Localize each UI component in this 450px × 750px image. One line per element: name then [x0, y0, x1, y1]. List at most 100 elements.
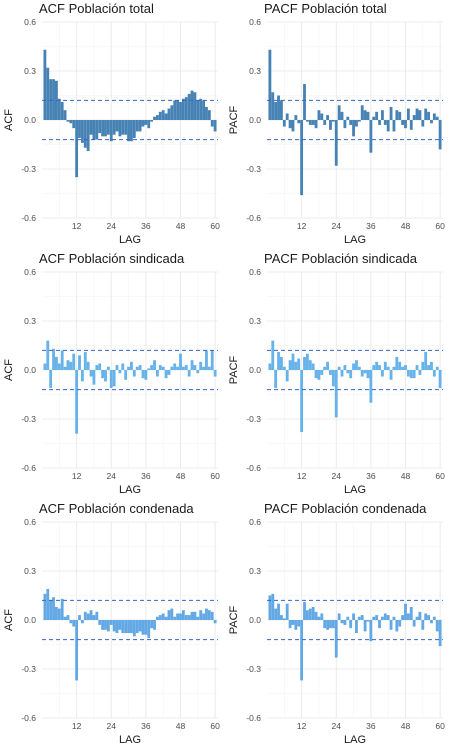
chart-0-bar-lag-12 [75, 120, 79, 178]
chart-2-bar-lag-58 [207, 366, 211, 370]
chart-3-bar-lag-44 [392, 366, 396, 370]
chart-4-bars [43, 588, 217, 681]
chart-0-xtick-label: 36 [141, 221, 151, 231]
chart-1-bar-lag-47 [401, 120, 405, 125]
chart-2-xtick-label: 24 [107, 471, 117, 481]
chart-0-bar-lag-53 [193, 92, 197, 120]
chart-4-bar-lag-45 [170, 608, 174, 620]
chart-2-bar-lag-12 [75, 370, 79, 434]
chart-1-bar-lag-49 [406, 108, 410, 120]
chart-3-xtick-label: 12 [297, 471, 307, 481]
chart-4-bar-lag-17 [89, 610, 93, 620]
chart-2-bar-lag-20 [98, 363, 102, 370]
chart-0-bar-lag-48 [179, 102, 182, 120]
chart-2-bar-lag-51 [187, 370, 191, 377]
chart-4-bar-lag-29 [124, 620, 128, 634]
chart-3-bar-lag-33 [360, 370, 364, 377]
chart-5-bar-lag-47 [401, 615, 405, 620]
chart-5-bar-lag-24 [334, 620, 338, 658]
chart-2-xtick-label: 12 [72, 471, 82, 481]
chart-5-bar-lag-60 [438, 620, 442, 647]
chart-1-bar-lag-53 [418, 110, 422, 120]
chart-3-bar-lag-20 [323, 366, 327, 370]
chart-5-xtick-label: 24 [332, 721, 342, 731]
chart-2-bar-lag-17 [89, 370, 93, 377]
chart-1-bar-lag-18 [317, 110, 321, 120]
chart-0-xtick-label: 12 [72, 221, 82, 231]
chart-1-bar-lag-14 [305, 120, 309, 122]
chart-4-ytick-label: 0.3 [24, 566, 36, 576]
chart-2-bar-lag-18 [92, 370, 96, 385]
chart-3-bar-lag-39 [378, 365, 381, 370]
chart-0-bar-lag-6 [57, 98, 61, 120]
chart-4-bar-lag-55 [199, 610, 203, 620]
chart-0-bar-lag-44 [167, 108, 171, 120]
chart-1-bar-lag-57 [430, 120, 433, 124]
chart-0-bar-lag-9 [66, 120, 70, 122]
chart-2-bar-lag-6 [57, 363, 61, 370]
chart-0-bar-lag-33 [135, 120, 139, 132]
chart-1-bar-lag-7 [285, 113, 289, 120]
chart-3-bar-lag-36 [369, 370, 373, 403]
chart-0-bar-lag-57 [205, 106, 208, 120]
chart-2-bar-lag-54 [196, 370, 200, 374]
chart-5-bar-lag-50 [409, 606, 413, 620]
chart-5-bar-lag-59 [435, 620, 439, 632]
chart-1-bar-lag-13 [303, 84, 306, 120]
chart-5-bar-lag-57 [430, 620, 433, 624]
chart-0-bar-lag-52 [190, 90, 194, 120]
chart-1-bar-lag-1 [268, 49, 272, 120]
chart-0-bar-lag-46 [173, 100, 177, 120]
chart-1-ytick-label: 0.6 [249, 17, 261, 27]
chart-0-bar-lag-49 [181, 98, 185, 120]
chart-3-bar-lag-50 [409, 370, 413, 379]
chart-2-ytick-label: -0.6 [21, 463, 36, 473]
chart-4-bar-lag-6 [57, 608, 61, 620]
chart-2-bar-lag-23 [106, 366, 110, 370]
chart-2-bar-lag-7 [60, 350, 64, 370]
chart-0-bar-lag-34 [138, 120, 142, 132]
chart-4-bar-lag-38 [150, 620, 154, 629]
chart-5-bar-lag-9 [291, 620, 295, 625]
chart-2-bar-lag-40 [156, 370, 159, 377]
chart-2-bar-lag-10 [69, 361, 73, 370]
chart-4-bar-lag-35 [141, 620, 145, 635]
chart-2-xtick-label: 48 [176, 471, 186, 481]
chart-2-bar-lag-46 [173, 363, 177, 370]
chart-4-bar-lag-21 [101, 620, 105, 630]
chart-1-xtick-label: 12 [297, 221, 307, 231]
chart-1-bar-lag-60 [438, 120, 442, 150]
chart-4-bar-lag-7 [60, 598, 64, 620]
chart-2-bar-lag-48 [179, 353, 182, 370]
chart-3-bar-lag-38 [375, 361, 379, 370]
chart-4-bar-lag-56 [202, 613, 205, 620]
chart-5-ylabel: PACF [228, 605, 240, 634]
chart-0-bar-lag-58 [207, 110, 211, 120]
chart-4-bar-lag-49 [181, 610, 185, 620]
chart-0-xtick-label: 48 [176, 221, 186, 231]
chart-4-ytick-label: 0.6 [24, 517, 36, 527]
chart-1-bar-lag-31 [355, 120, 358, 127]
chart-2-ytick-label: 0.0 [24, 365, 36, 375]
chart-0-xtick-label: 60 [210, 221, 220, 231]
chart-0-bar-lag-18 [92, 120, 96, 140]
chart-0-bar-lag-16 [86, 120, 90, 152]
chart-3-bar-lag-59 [435, 366, 439, 370]
chart-2-bars [43, 340, 217, 434]
chart-5-bar-lag-56 [427, 615, 430, 620]
chart-3-ytick-label: -0.6 [246, 463, 261, 473]
chart-2-bar-lag-35 [141, 370, 145, 379]
chart-4-bar-lag-36 [144, 620, 148, 635]
chart-2-bar-lag-28 [121, 363, 125, 370]
chart-4-bar-lag-52 [190, 611, 194, 620]
chart-0-bar-lag-43 [164, 113, 168, 120]
chart-5-bar-lag-28 [346, 616, 350, 620]
chart-5-bar-lag-43 [389, 620, 393, 630]
chart-1-bar-lag-34 [363, 110, 367, 120]
chart-2-bar-lag-30 [127, 366, 130, 370]
chart-4-bar-lag-57 [205, 608, 208, 620]
chart-2-bar-lag-34 [138, 365, 142, 370]
chart-5-bar-lag-55 [424, 613, 428, 620]
chart-4-bar-lag-44 [167, 610, 171, 620]
chart-1-bar-lag-21 [326, 115, 330, 120]
